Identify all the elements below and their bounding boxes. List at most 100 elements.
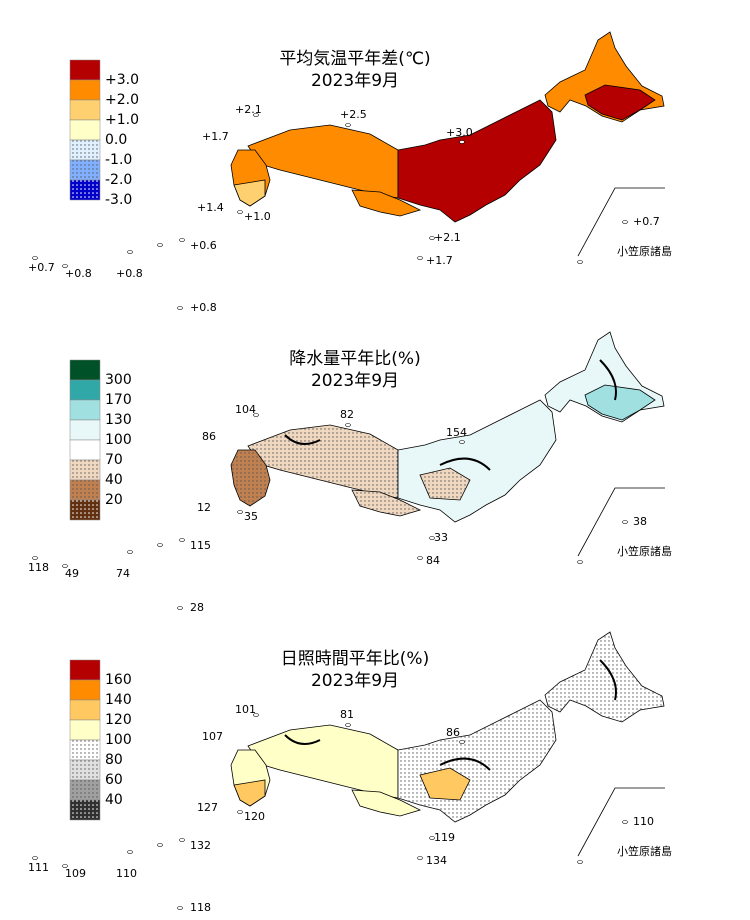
- island: [32, 256, 38, 260]
- region: [584, 84, 656, 121]
- island: [429, 836, 435, 840]
- station-value: 49: [65, 567, 79, 580]
- station-value: 134: [426, 854, 447, 867]
- station-value: +0.6: [190, 239, 217, 252]
- station-value: 101: [235, 703, 256, 716]
- island: [622, 520, 628, 524]
- island: [32, 556, 38, 560]
- station-value: +0.8: [190, 301, 217, 314]
- legend-label: 130: [105, 412, 132, 428]
- station-value: 154: [446, 426, 467, 439]
- legend-pattern: [70, 500, 100, 520]
- island: [32, 856, 38, 860]
- legend-swatch: [69, 419, 101, 441]
- region: [584, 384, 656, 421]
- legend-label: 40: [105, 792, 123, 808]
- region: [247, 724, 399, 799]
- legend-label: -1.0: [105, 152, 132, 168]
- island: [62, 864, 68, 868]
- island: [157, 843, 163, 847]
- island: [237, 510, 243, 514]
- island: [345, 123, 351, 127]
- station-value: +1.4: [197, 201, 224, 214]
- station-value: 33: [434, 531, 448, 544]
- station-value: 120: [244, 810, 265, 823]
- island: [62, 264, 68, 268]
- region-pattern: [352, 490, 420, 516]
- station-value: +2.1: [235, 103, 262, 116]
- inset-label: 小笠原諸島: [617, 544, 672, 558]
- island: [417, 856, 423, 860]
- island: [459, 140, 465, 144]
- region-pattern: [248, 425, 398, 498]
- station-value: +0.7: [28, 261, 55, 274]
- island: [237, 210, 243, 214]
- map-subtitle: 2023年9月: [311, 671, 399, 691]
- legend-swatch: [69, 359, 101, 381]
- map-panel: 平均気温平年差(℃)2023年9月 +3.0 +2.0 +1.0 0.0 -1.0 -2.0…: [28, 31, 672, 314]
- inset-frame: [577, 487, 665, 557]
- legend-swatch: [69, 659, 101, 681]
- legend-label: -2.0: [105, 172, 132, 188]
- island: [127, 250, 133, 254]
- station-value: +2.5: [340, 108, 367, 121]
- inset-label: 小笠原諸島: [617, 844, 672, 858]
- inset-frame: [577, 187, 665, 257]
- legend-pattern: [70, 800, 100, 820]
- station-value: +0.7: [633, 215, 660, 228]
- legend-pattern: [70, 760, 100, 780]
- region-pattern: [545, 632, 664, 722]
- island: [127, 550, 133, 554]
- island: [429, 236, 435, 240]
- legend-label: 0.0: [105, 132, 127, 148]
- legend-label: +3.0: [105, 72, 139, 88]
- legend-pattern: [70, 460, 100, 480]
- map-title: 降水量平年比(%): [289, 349, 420, 369]
- station-value: 86: [202, 430, 216, 443]
- island: [459, 440, 465, 444]
- contour: [284, 659, 617, 771]
- map-subtitle: 2023年9月: [311, 71, 399, 91]
- legend-pattern: [70, 180, 100, 200]
- island: [177, 906, 183, 910]
- region: [351, 189, 422, 217]
- legend-label: 70: [105, 452, 123, 468]
- station-value: 81: [340, 708, 354, 721]
- legend-swatch: [69, 719, 101, 741]
- region: [233, 779, 266, 807]
- station-value: 74: [116, 567, 130, 580]
- island: [417, 256, 423, 260]
- legend-swatch: [69, 439, 101, 461]
- inset-frame: [577, 787, 665, 857]
- legend-label: 40: [105, 472, 123, 488]
- legend-label: +1.0: [105, 112, 139, 128]
- island: [177, 606, 183, 610]
- island: [253, 413, 259, 417]
- island: [622, 220, 628, 224]
- island: [253, 713, 259, 717]
- island: [179, 838, 185, 842]
- station-value: 82: [340, 408, 354, 421]
- station-value: 35: [244, 510, 258, 523]
- station-value: +0.8: [116, 267, 143, 280]
- region: [247, 124, 399, 199]
- legend-label: 170: [105, 392, 132, 408]
- station-value: 86: [446, 726, 460, 739]
- legend-label: 120: [105, 712, 132, 728]
- legend-pattern: [70, 160, 100, 180]
- island: [179, 238, 185, 242]
- legend-swatch: [69, 99, 101, 121]
- legend-pattern: [70, 480, 100, 500]
- station-value: 132: [190, 839, 211, 852]
- legend-label: 160: [105, 672, 132, 688]
- legend-label: 80: [105, 752, 123, 768]
- legend-label: 100: [105, 432, 132, 448]
- legend-pattern: [70, 140, 100, 160]
- station-value: 115: [190, 539, 211, 552]
- map-title: 日照時間平年比(%): [281, 649, 429, 669]
- station-value: 127: [197, 801, 218, 814]
- island: [577, 560, 583, 564]
- legend-label: 140: [105, 692, 132, 708]
- region: [351, 789, 422, 817]
